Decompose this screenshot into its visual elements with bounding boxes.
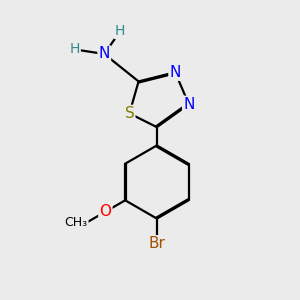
Text: Br: Br xyxy=(148,236,165,251)
Text: N: N xyxy=(169,65,181,80)
Text: N: N xyxy=(183,97,195,112)
Text: N: N xyxy=(99,46,110,62)
Text: CH₃: CH₃ xyxy=(64,215,88,229)
Text: H: H xyxy=(69,42,80,56)
Text: H: H xyxy=(115,24,125,38)
Text: S: S xyxy=(124,106,134,121)
Text: O: O xyxy=(99,204,111,219)
